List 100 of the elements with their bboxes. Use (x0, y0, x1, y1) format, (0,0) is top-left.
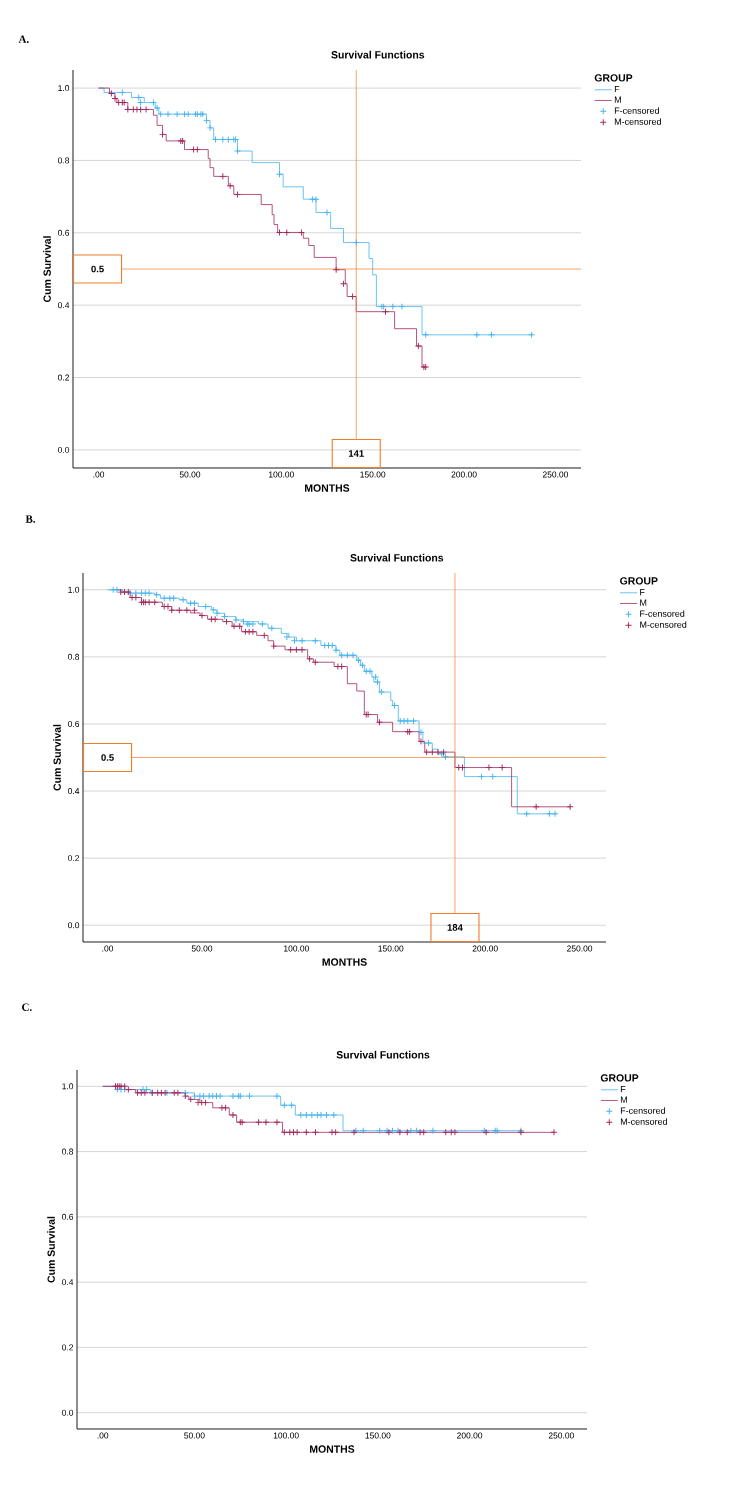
point (332, 1129, 339, 1136)
point (293, 646, 300, 653)
point (306, 655, 313, 662)
point (478, 773, 485, 780)
point (523, 810, 530, 817)
point (108, 90, 115, 97)
point (349, 293, 356, 300)
legend-label: F (640, 588, 645, 596)
point (283, 229, 290, 236)
point (159, 131, 166, 138)
point (161, 595, 168, 602)
point (442, 1129, 449, 1136)
point (217, 1093, 224, 1100)
legend-label: M-censored (640, 621, 687, 628)
point (378, 689, 385, 696)
y-tick-label: 0.0 (58, 446, 70, 453)
point (391, 702, 398, 709)
point (198, 612, 205, 619)
point (353, 239, 360, 246)
ref-line-label: 141 (348, 450, 364, 457)
point (182, 1093, 189, 1100)
point (203, 117, 210, 124)
point (330, 1112, 337, 1119)
point (313, 196, 320, 203)
point (202, 1099, 209, 1106)
y-tick-label: 0.8 (62, 1148, 74, 1155)
y-tick-label: 0.0 (62, 1409, 74, 1416)
point (533, 803, 540, 810)
x-tick-label: 50.00 (184, 1432, 205, 1439)
legend-label: F-censored (620, 1107, 665, 1114)
point (222, 1104, 229, 1111)
point (234, 191, 241, 198)
point (276, 229, 283, 236)
point (185, 111, 192, 118)
point (223, 618, 230, 625)
y-axis-title: Cum Survival (43, 236, 51, 302)
chart-title: Survival Functions (336, 1050, 430, 1059)
point (423, 749, 430, 756)
point (135, 94, 142, 101)
point (191, 600, 198, 607)
x-axis-title: MONTHS (310, 1445, 355, 1453)
legend-label: M-censored (620, 1118, 667, 1125)
point (183, 607, 190, 614)
point (499, 764, 506, 771)
legend-title: GROUP (620, 577, 658, 585)
point (404, 717, 411, 724)
point (425, 740, 432, 747)
x-tick-label: .00 (97, 1432, 109, 1439)
y-axis-title: Cum Survival (53, 724, 61, 791)
ref-line-label: 0.5 (101, 754, 114, 761)
point (219, 173, 226, 180)
ref-line-label: 0.5 (91, 265, 104, 273)
point (473, 331, 480, 338)
point (146, 590, 153, 597)
point (187, 1096, 194, 1103)
point (298, 229, 305, 236)
point (240, 618, 247, 625)
x-tick-label: 50.00 (191, 945, 213, 952)
x-tick-label: 150.00 (365, 1432, 391, 1439)
y-tick-label: 1.0 (68, 586, 80, 593)
point (273, 1119, 280, 1126)
ref-line-label: 184 (447, 924, 463, 931)
point (410, 717, 417, 724)
x-tick-label: 200.00 (451, 471, 477, 478)
point (262, 1119, 269, 1126)
x-tick-label: .00 (102, 945, 114, 952)
point (303, 1112, 310, 1119)
point (303, 1129, 310, 1136)
point (276, 171, 283, 178)
point (308, 1112, 315, 1119)
point (236, 623, 243, 630)
text: A. (18, 35, 29, 43)
x-tick-label: 250.00 (567, 945, 593, 952)
y-tick-label: 0.4 (58, 302, 70, 309)
point (119, 89, 126, 96)
point (212, 136, 219, 143)
point (125, 1086, 132, 1093)
point (229, 1112, 236, 1119)
point (355, 657, 362, 664)
legend-title: GROUP (600, 1074, 639, 1082)
y-tick-label: 0.0 (68, 922, 80, 929)
point (552, 810, 559, 817)
point (170, 595, 177, 602)
legend-label: M (614, 96, 621, 103)
legend-label: M-censored (614, 118, 661, 125)
point (389, 1127, 396, 1134)
point (124, 106, 131, 113)
point (180, 596, 187, 603)
point (225, 136, 232, 143)
point (417, 729, 424, 736)
point (333, 266, 340, 273)
point (255, 1119, 262, 1126)
point (442, 753, 449, 760)
point (273, 1093, 280, 1100)
point (299, 646, 306, 653)
y-tick-label: 1.0 (58, 85, 70, 92)
x-axis-title: MONTHS (305, 484, 350, 492)
point (191, 607, 198, 614)
legend-label: F (620, 1085, 626, 1093)
point (231, 623, 238, 630)
